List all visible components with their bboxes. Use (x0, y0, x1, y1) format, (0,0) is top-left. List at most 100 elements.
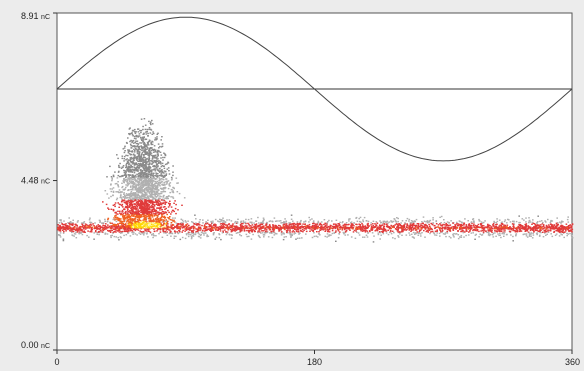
heatmap-cell (510, 227, 512, 229)
heatmap-cell (498, 225, 500, 227)
heatmap-cell (139, 142, 141, 144)
heatmap-cell (238, 227, 240, 229)
heatmap-cell (151, 161, 153, 163)
heatmap-cell (570, 225, 573, 228)
heatmap-cell (135, 138, 137, 140)
heatmap-cell (197, 224, 199, 226)
heatmap-cell (544, 226, 546, 229)
heatmap-cell (560, 221, 563, 223)
heatmap-cell (255, 223, 258, 225)
heatmap-cell (150, 148, 152, 150)
heatmap-cell (195, 228, 197, 230)
heatmap-cell (144, 138, 147, 140)
heatmap-cell (89, 217, 91, 219)
heatmap-cell (189, 232, 191, 234)
heatmap-cell (266, 229, 268, 231)
heatmap-cell (487, 230, 490, 232)
heatmap-cell (446, 232, 449, 234)
heatmap-cell (467, 220, 469, 222)
heatmap-cell (115, 226, 118, 228)
heatmap-cell (130, 139, 132, 142)
heatmap-cell (347, 228, 349, 230)
heatmap-cell (95, 226, 98, 228)
heatmap-cell (481, 222, 484, 224)
heatmap-cell (240, 226, 242, 228)
heatmap-cell (76, 221, 79, 223)
heatmap-cell (373, 226, 375, 228)
heatmap-cell (387, 229, 389, 231)
heatmap-cell (566, 234, 568, 237)
heatmap-cell (137, 162, 140, 165)
heatmap-cell (127, 230, 129, 233)
heatmap-cell (196, 230, 199, 233)
heatmap-cell (162, 230, 165, 233)
heatmap-cell (486, 231, 488, 234)
heatmap-cell (426, 220, 429, 222)
heatmap-cell (143, 178, 146, 180)
heatmap-cell (153, 148, 156, 151)
heatmap-cell (241, 228, 244, 230)
heatmap-cell (128, 171, 130, 173)
heatmap-cell (350, 236, 353, 238)
heatmap-cell (129, 168, 132, 170)
heatmap-cell (298, 227, 301, 229)
heatmap-cell (536, 233, 538, 236)
heatmap-cell (87, 230, 89, 232)
heatmap-cell (153, 159, 155, 162)
heatmap-cell (155, 160, 157, 162)
heatmap-cell (141, 174, 143, 176)
heatmap-cell (389, 229, 392, 232)
heatmap-cell (551, 220, 554, 222)
heatmap-cell (134, 227, 136, 229)
heatmap-cell (121, 214, 124, 216)
heatmap-cell (202, 222, 204, 224)
heatmap-cell (127, 170, 130, 172)
heatmap-cell (121, 204, 123, 207)
heatmap-cell (413, 237, 415, 239)
heatmap-cell (192, 232, 195, 234)
heatmap-cell (265, 221, 268, 224)
heatmap-cell (405, 234, 408, 236)
heatmap-cell (230, 224, 232, 227)
heatmap-cell (119, 196, 122, 199)
heatmap-cell (133, 169, 136, 171)
heatmap-cell (366, 230, 369, 232)
heatmap-cell (396, 217, 398, 219)
heatmap-cell (528, 235, 531, 237)
heatmap-cell (117, 236, 119, 239)
heatmap-cell (560, 230, 563, 233)
heatmap-cell (380, 222, 382, 224)
heatmap-cell (314, 223, 317, 225)
heatmap-cell (472, 232, 474, 234)
heatmap-cell (495, 230, 498, 232)
heatmap-cell (239, 230, 242, 233)
heatmap-cell (151, 143, 154, 146)
heatmap-cell (452, 227, 455, 230)
heatmap-cell (397, 226, 400, 228)
heatmap-cell (176, 225, 179, 227)
heatmap-cell (419, 233, 422, 235)
heatmap-cell (187, 231, 190, 233)
heatmap-cell (324, 235, 327, 238)
heatmap-cell (127, 213, 129, 215)
heatmap-cell (124, 188, 126, 190)
heatmap-cell (205, 221, 207, 223)
heatmap-cell (127, 154, 129, 157)
heatmap-cell (147, 185, 149, 188)
heatmap-cell (355, 227, 358, 230)
heatmap-cell (170, 206, 173, 208)
heatmap-cell (174, 232, 176, 234)
heatmap-cell (496, 229, 499, 231)
heatmap-cell (168, 183, 171, 185)
heatmap-cell (355, 230, 357, 232)
heatmap-cell (165, 173, 168, 175)
heatmap-cell (153, 205, 156, 207)
heatmap-cell (67, 222, 69, 224)
heatmap-cell (209, 227, 211, 230)
heatmap-cell (536, 224, 538, 226)
heatmap-cell (124, 174, 126, 176)
heatmap-cell (96, 228, 99, 230)
heatmap-cell (119, 212, 121, 214)
heatmap-cell (156, 151, 159, 153)
heatmap-cell (499, 229, 501, 232)
